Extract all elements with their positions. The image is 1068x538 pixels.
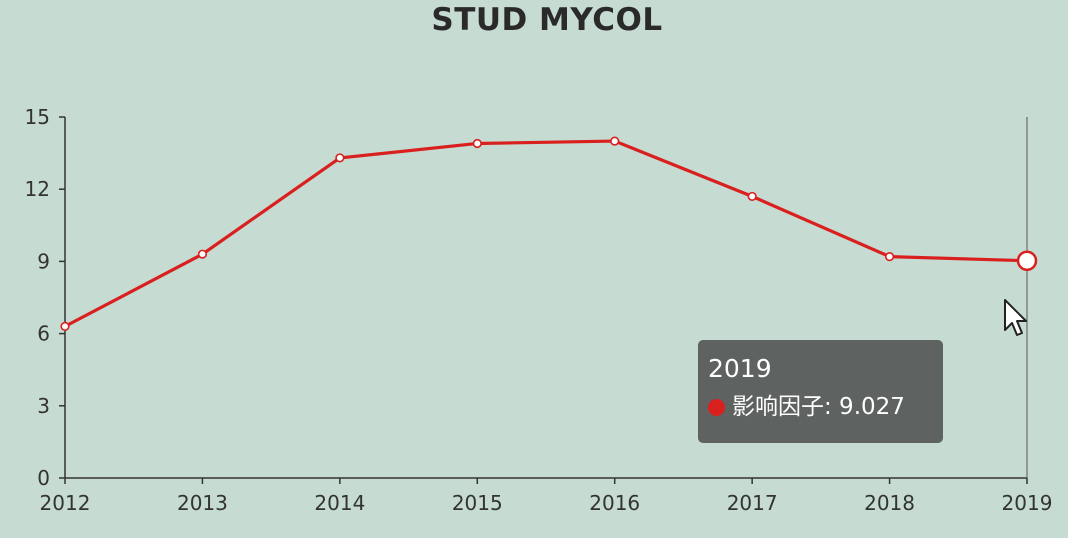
tooltip-category: 2019 bbox=[708, 354, 772, 383]
x-tick-label: 2013 bbox=[177, 491, 228, 515]
tooltip: 2019 影响因子: 9.027 bbox=[698, 340, 943, 443]
y-tick-label: 3 bbox=[37, 394, 50, 418]
x-tick-label: 2012 bbox=[40, 491, 91, 515]
data-point bbox=[197, 249, 208, 259]
x-tick-label: 2014 bbox=[314, 491, 365, 515]
y-tick-label: 0 bbox=[37, 466, 50, 490]
y-tick-label: 9 bbox=[37, 249, 50, 273]
series-color-dot-icon bbox=[708, 398, 725, 416]
x-tick-label: 2017 bbox=[727, 491, 778, 515]
highlighted-data-point bbox=[1016, 250, 1038, 272]
chart-title: STUD MYCOL bbox=[431, 2, 663, 38]
data-point bbox=[472, 138, 482, 149]
y-tick-label: 6 bbox=[37, 322, 50, 346]
mouse-pointer-icon bbox=[1004, 299, 1027, 336]
x-tick-label: 2016 bbox=[589, 491, 640, 515]
series-line bbox=[63, 139, 1029, 328]
data-point bbox=[610, 136, 620, 146]
data-point bbox=[747, 191, 757, 202]
data-point bbox=[884, 251, 895, 262]
tooltip-value-text: 影响因子: 9.027 bbox=[732, 394, 905, 420]
x-tick-label: 2015 bbox=[452, 491, 503, 515]
y-tick-label: 12 bbox=[25, 177, 50, 201]
data-point bbox=[335, 153, 345, 163]
y-tick-label: 15 bbox=[25, 105, 50, 129]
data-point bbox=[60, 321, 70, 331]
x-tick-label: 2019 bbox=[1002, 491, 1053, 515]
x-tick-label: 2018 bbox=[864, 491, 915, 515]
tooltip-series-row: 影响因子: 9.027 bbox=[708, 392, 933, 422]
